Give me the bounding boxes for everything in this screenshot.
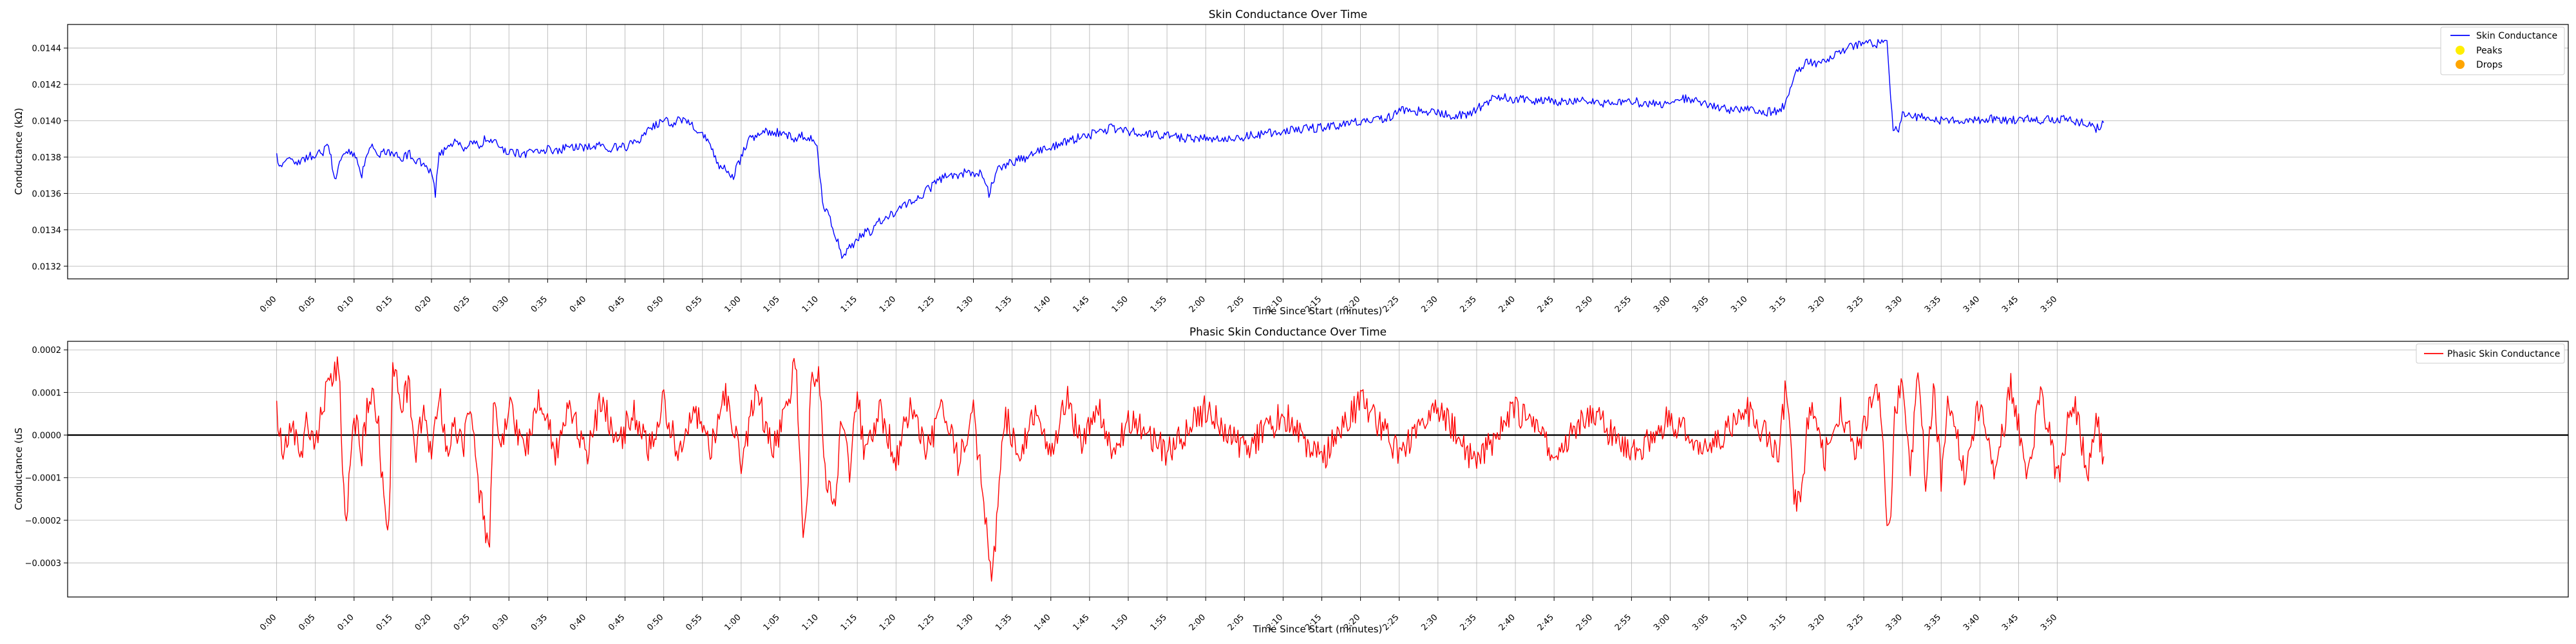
legend-label-drops: Drops bbox=[2476, 60, 2503, 70]
series-line-skin-conductance bbox=[276, 39, 2105, 259]
legend: Skin Conductance Peaks Drops bbox=[2440, 26, 2565, 75]
y-tick-label: 0.0001 bbox=[32, 388, 62, 398]
y-tick-label: 0.0132 bbox=[32, 262, 62, 272]
grid bbox=[68, 24, 2568, 279]
y-tick-label: 0.0140 bbox=[32, 117, 62, 127]
legend: Phasic Skin Conductance bbox=[2416, 343, 2565, 364]
y-tick-label: 0.0142 bbox=[32, 80, 62, 90]
series-line-phasic-skin-conductance bbox=[276, 356, 2105, 582]
y-axis-label: Conductance (uS bbox=[13, 428, 24, 510]
chart-title: Phasic Skin Conductance Over Time bbox=[1189, 326, 1387, 339]
legend-marker-drops bbox=[2456, 60, 2465, 69]
y-tick-label: −0.0002 bbox=[25, 516, 61, 526]
y-tick-label: 0.0134 bbox=[32, 226, 62, 236]
legend-box bbox=[2416, 343, 2565, 364]
x-axis-label: Time Since Start (minutes) bbox=[1253, 623, 1383, 635]
y-axis-label: Conductance (kΩ) bbox=[13, 108, 24, 194]
legend-label-phasic-skin-conductance: Phasic Skin Conductance bbox=[2447, 349, 2560, 359]
y-tick-label: 0.0000 bbox=[32, 431, 62, 441]
legend-label-peaks: Peaks bbox=[2476, 46, 2503, 56]
legend-box bbox=[2440, 26, 2565, 75]
legend-marker-peaks bbox=[2456, 46, 2465, 55]
legend-label-skin-conductance: Skin Conductance bbox=[2476, 31, 2557, 41]
plot-frame bbox=[67, 341, 2569, 598]
y-axis: 0.0132 0.0134 0.0136 0.0138 0.0140 0.0142 0.01… bbox=[32, 44, 68, 272]
y-tick-label: 0.0002 bbox=[32, 346, 62, 355]
plot-lines bbox=[68, 356, 2568, 582]
x-axis-label: Time Since Start (minutes) bbox=[1253, 305, 1383, 317]
y-axis: −0.0003 −0.0002 −0.0001 0.0000 0.0001 0.0002 bbox=[25, 346, 68, 569]
y-tick-label: −0.0001 bbox=[25, 474, 61, 484]
y-tick-label: 0.0138 bbox=[32, 153, 62, 163]
chart-phasic-skin-conductance: Phasic Skin Conductance Over Time 0:00 0:… bbox=[13, 326, 2569, 635]
plot-frame bbox=[67, 24, 2569, 279]
plot-lines bbox=[276, 39, 2105, 259]
y-tick-label: −0.0003 bbox=[25, 559, 61, 569]
y-tick-label: 0.0144 bbox=[32, 44, 62, 54]
y-tick-label: 0.0136 bbox=[32, 189, 62, 199]
chart-title: Skin Conductance Over Time bbox=[1209, 8, 1367, 21]
